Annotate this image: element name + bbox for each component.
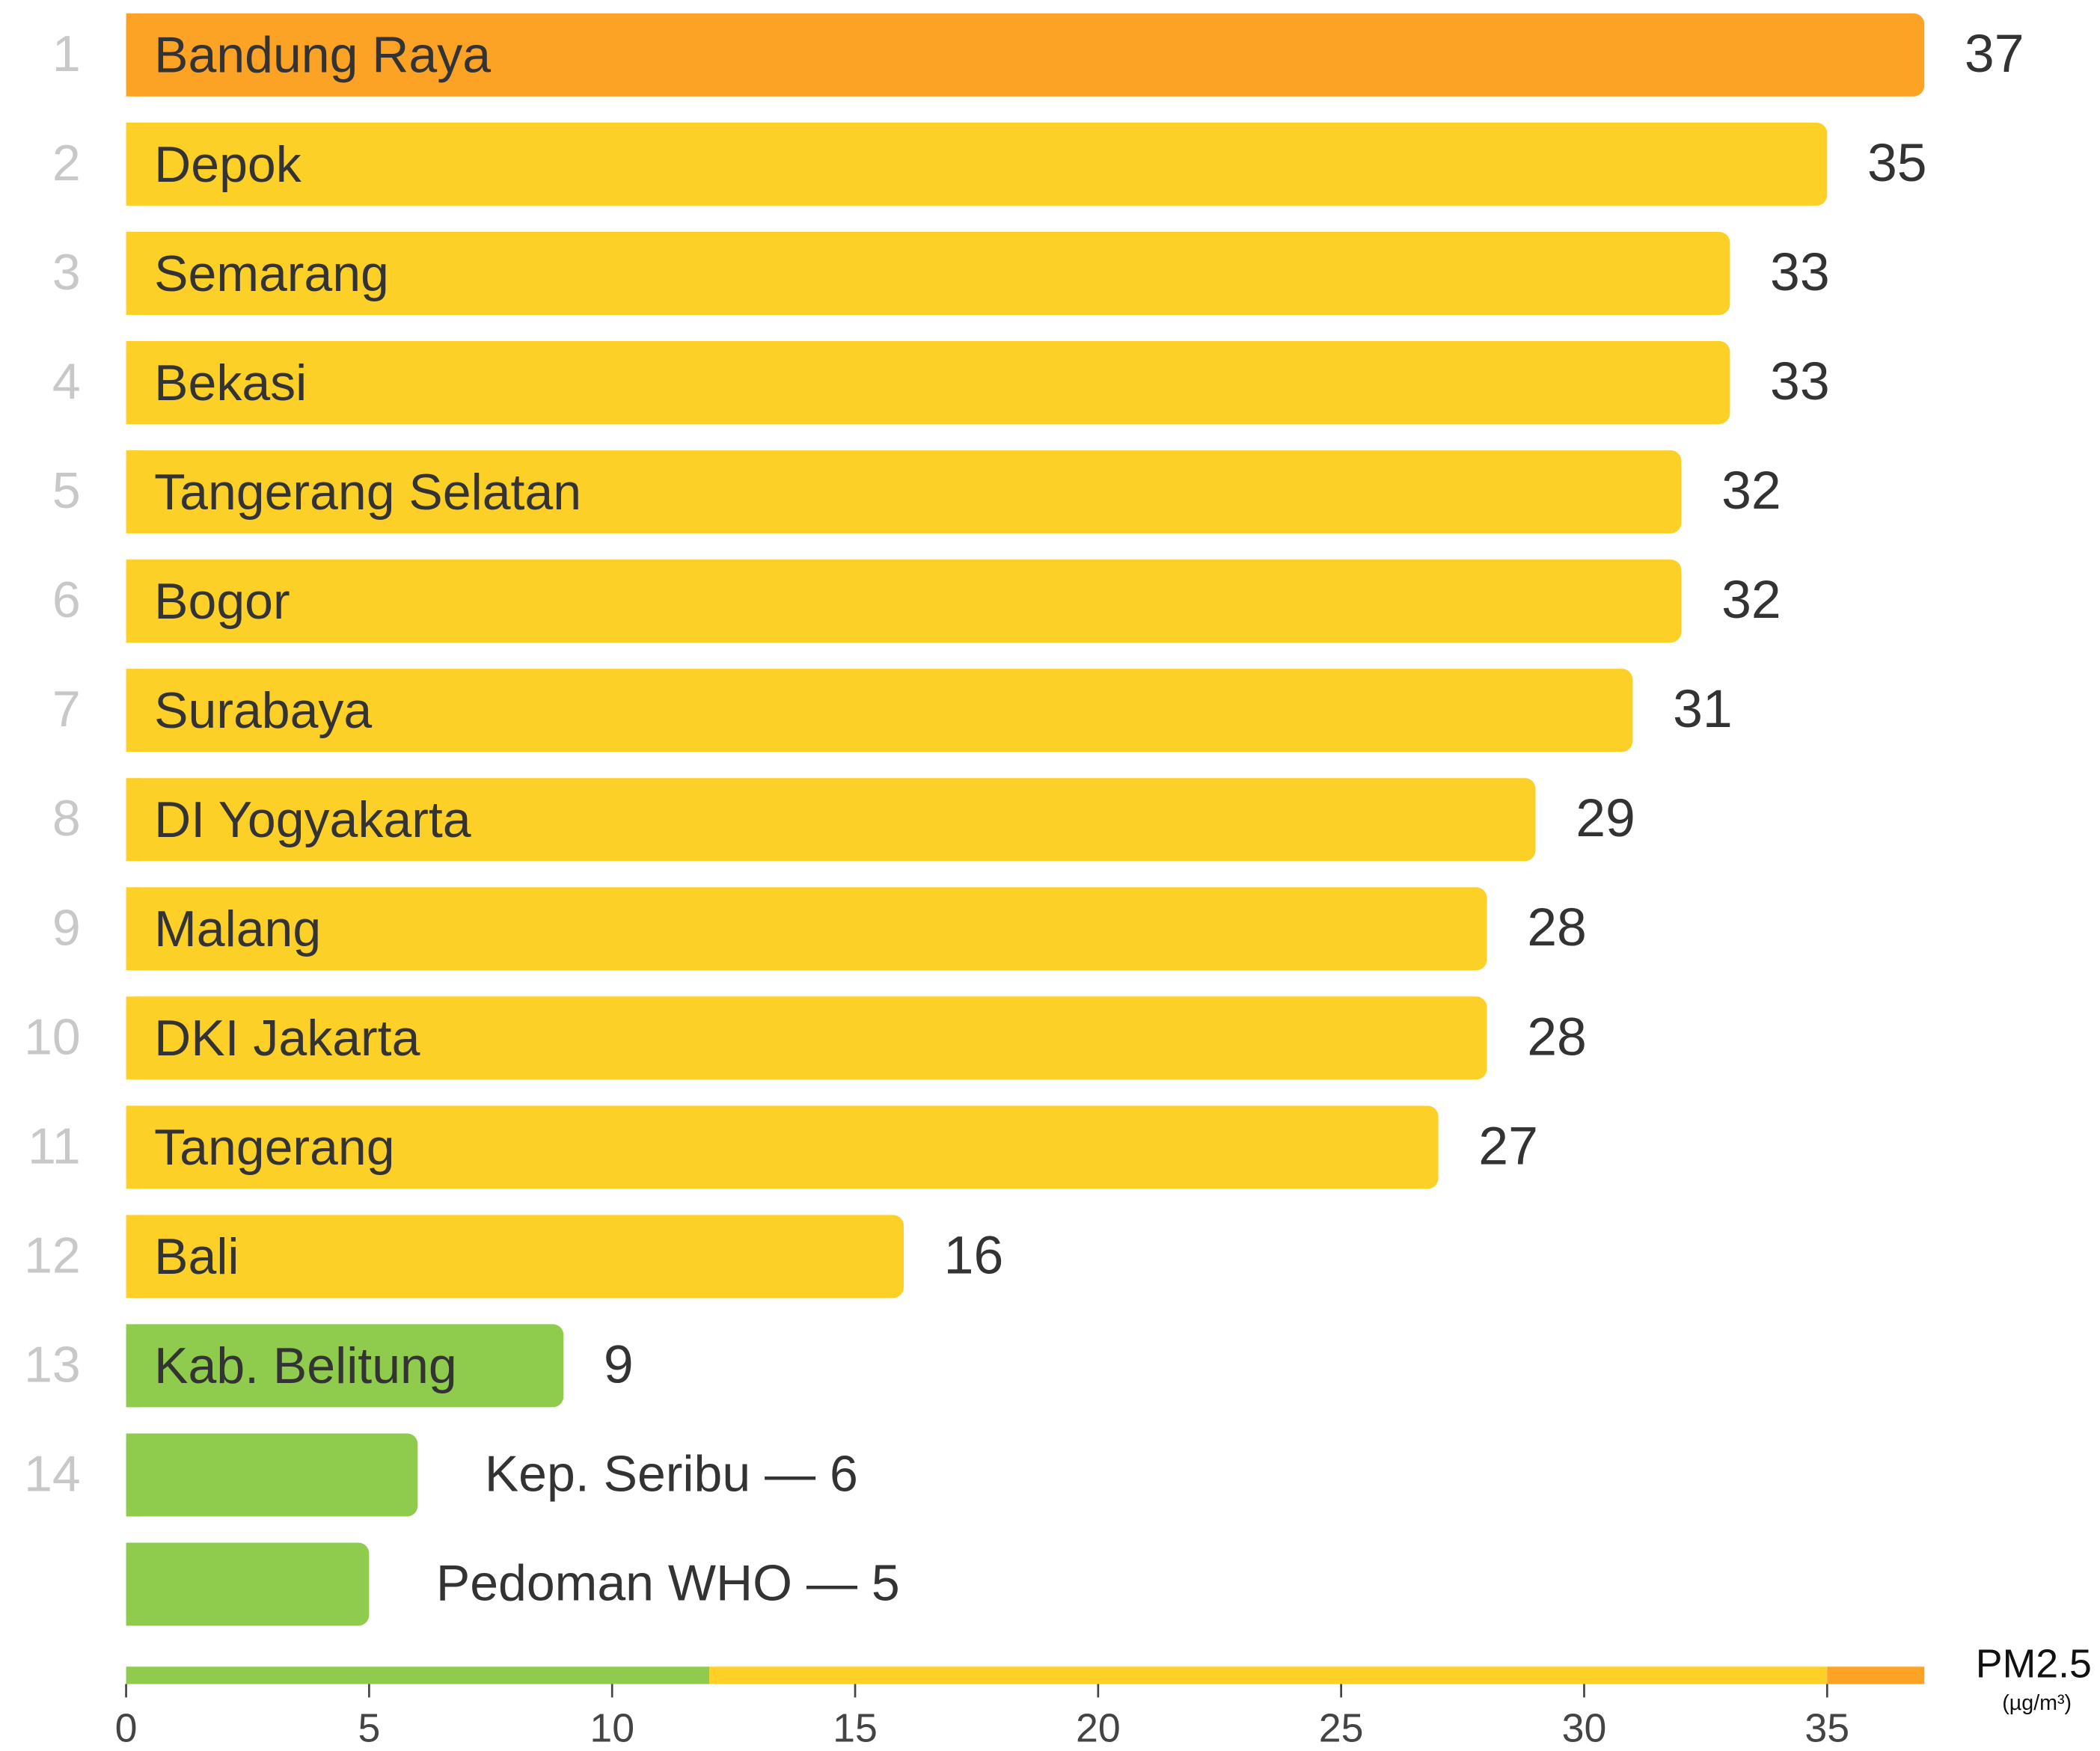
bar-left-edge bbox=[126, 1215, 140, 1298]
value-label: 32 bbox=[1721, 461, 1781, 521]
category-label: Kab. Belitung bbox=[154, 1337, 457, 1394]
category-label: Malang bbox=[154, 901, 321, 957]
category-label: Surabaya bbox=[154, 682, 372, 739]
value-label: 35 bbox=[1867, 133, 1927, 193]
x-tick-label: 20 bbox=[1076, 1705, 1121, 1750]
bar bbox=[126, 450, 1682, 534]
axis-unit: (µg/m³) bbox=[2002, 1691, 2072, 1715]
value-label: 6 bbox=[830, 1446, 858, 1503]
bar bbox=[126, 231, 1730, 315]
rank: 3 bbox=[52, 244, 81, 301]
rank: 14 bbox=[24, 1446, 81, 1503]
value-label: 33 bbox=[1770, 352, 1830, 411]
bar bbox=[126, 1215, 904, 1298]
bar-left-edge bbox=[126, 13, 140, 96]
value-label: 29 bbox=[1576, 788, 1635, 848]
bar-left-edge bbox=[126, 1106, 140, 1189]
category-label: Bali bbox=[154, 1228, 239, 1285]
bar bbox=[126, 887, 1487, 971]
x-tick-label: 10 bbox=[590, 1705, 634, 1750]
scale-band bbox=[709, 1666, 1828, 1684]
bar-left-edge bbox=[126, 1324, 140, 1408]
x-tick-label: 25 bbox=[1319, 1705, 1364, 1750]
bar-left-edge bbox=[126, 1542, 140, 1626]
value-label: 33 bbox=[1770, 242, 1830, 302]
bar-left-edge bbox=[126, 669, 140, 752]
bar-left-edge bbox=[126, 1433, 140, 1517]
rank: 5 bbox=[52, 462, 81, 519]
x-tick-label: 15 bbox=[833, 1705, 878, 1750]
rank: 11 bbox=[28, 1117, 81, 1174]
bar bbox=[126, 996, 1487, 1080]
bar bbox=[126, 1106, 1439, 1189]
separator: — bbox=[806, 1555, 857, 1612]
category-value-label: Kep. Seribu — 6 bbox=[485, 1446, 858, 1503]
bar bbox=[126, 1324, 564, 1408]
value-label: 28 bbox=[1527, 1007, 1587, 1067]
bar bbox=[126, 669, 1633, 752]
bar bbox=[126, 122, 1828, 206]
bar bbox=[126, 13, 1925, 96]
category-value-label: Pedoman WHO — 5 bbox=[436, 1555, 900, 1612]
bar-left-edge bbox=[126, 231, 140, 315]
bar-left-edge bbox=[126, 996, 140, 1080]
value-label: 28 bbox=[1527, 898, 1587, 957]
value-label: 16 bbox=[944, 1225, 1004, 1285]
bar bbox=[126, 1433, 418, 1517]
rank: 6 bbox=[52, 571, 81, 628]
rank: 2 bbox=[52, 135, 81, 191]
x-tick-label: 30 bbox=[1562, 1705, 1607, 1750]
rank: 12 bbox=[24, 1227, 81, 1284]
bar-left-edge bbox=[126, 887, 140, 971]
rank: 9 bbox=[52, 899, 81, 956]
rank: 4 bbox=[52, 353, 81, 410]
x-tick-label: 35 bbox=[1804, 1705, 1849, 1750]
category-label: DKI Jakarta bbox=[154, 1010, 420, 1067]
x-tick-label: 5 bbox=[358, 1705, 380, 1750]
bar bbox=[126, 341, 1730, 424]
bar-left-edge bbox=[126, 778, 140, 862]
value-label: 9 bbox=[604, 1334, 634, 1394]
value-label: 32 bbox=[1721, 570, 1781, 630]
value-label: 31 bbox=[1673, 679, 1733, 739]
bar-left-edge bbox=[126, 450, 140, 534]
rank: 7 bbox=[52, 681, 81, 737]
scale-band bbox=[126, 1666, 710, 1684]
rank: 1 bbox=[52, 25, 81, 82]
category-label: Kep. Seribu bbox=[485, 1446, 750, 1503]
bar-left-edge bbox=[126, 341, 140, 424]
value-label: 5 bbox=[872, 1555, 900, 1612]
rank: 10 bbox=[24, 1008, 81, 1065]
value-label: 37 bbox=[1965, 24, 2024, 84]
scale-band bbox=[1827, 1666, 1925, 1684]
category-label: DI Yogyakarta bbox=[154, 791, 471, 848]
category-label: Tangerang bbox=[154, 1119, 394, 1176]
category-label: Bogor bbox=[154, 573, 290, 630]
rank: 8 bbox=[52, 790, 81, 847]
bar bbox=[126, 559, 1682, 643]
bar-left-edge bbox=[126, 122, 140, 206]
separator: — bbox=[765, 1446, 815, 1503]
rank: 13 bbox=[24, 1336, 81, 1393]
category-label: Semarang bbox=[154, 245, 389, 302]
value-label: 27 bbox=[1478, 1116, 1538, 1176]
category-label: Bekasi bbox=[154, 355, 307, 411]
category-label: Depok bbox=[154, 136, 302, 193]
bar-left-edge bbox=[126, 559, 140, 643]
category-label: Tangerang Selatan bbox=[154, 464, 581, 521]
category-label: Pedoman WHO bbox=[436, 1555, 792, 1612]
x-tick-label: 0 bbox=[115, 1705, 138, 1750]
bar bbox=[126, 1542, 370, 1626]
category-label: Bandung Raya bbox=[154, 27, 491, 84]
bar bbox=[126, 778, 1536, 862]
axis-label: PM2.5 bbox=[1976, 1641, 2092, 1686]
